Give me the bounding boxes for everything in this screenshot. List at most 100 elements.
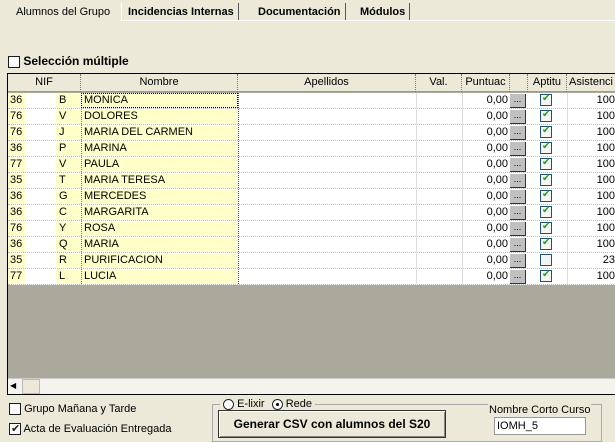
apellidos-cell[interactable] xyxy=(238,237,416,252)
col-nif[interactable]: NIF xyxy=(8,74,81,92)
nombre-cell[interactable]: MARIA DEL CARMEN xyxy=(81,125,238,140)
scroll-left-arrow-icon[interactable]: ◀ xyxy=(10,381,17,390)
table-row[interactable]: 36 C MARGARITA 0,00 ... 100 xyxy=(8,205,615,221)
apellidos-cell[interactable] xyxy=(238,157,416,172)
nombre-cell[interactable]: ROSA xyxy=(81,221,238,236)
ellipsis-button[interactable]: ... xyxy=(510,142,526,156)
nombre-cell[interactable]: MARGARITA xyxy=(81,205,238,220)
nif-letter-cell[interactable]: P xyxy=(56,141,81,156)
val-cell[interactable] xyxy=(416,109,462,124)
puntuacion-cell[interactable]: 0,00 xyxy=(462,109,508,124)
nif-cell[interactable]: 76 xyxy=(8,221,25,236)
val-cell[interactable] xyxy=(416,157,462,172)
asistencia-cell[interactable]: 23 xyxy=(567,253,615,268)
table-row[interactable]: 76 V DOLORES 0,00 ... 100 xyxy=(8,109,615,125)
col-puntuac[interactable]: Puntuac xyxy=(462,74,510,92)
aptitud-checked-icon[interactable] xyxy=(540,173,552,186)
apellidos-cell[interactable] xyxy=(238,221,416,236)
nombre-corto-input[interactable]: IOMH_5 xyxy=(494,417,586,435)
nif-cell[interactable]: 35 xyxy=(8,253,25,268)
puntuacion-cell[interactable]: 0,00 xyxy=(462,157,508,172)
aptitud-checked-icon[interactable] xyxy=(540,205,552,218)
nif-cell[interactable]: 36 xyxy=(8,93,25,108)
puntuacion-cell[interactable]: 0,00 xyxy=(462,269,508,284)
val-cell[interactable] xyxy=(416,173,462,188)
nif-letter-cell[interactable]: Y xyxy=(56,221,81,236)
puntuacion-cell[interactable]: 0,00 xyxy=(462,173,508,188)
seleccion-multiple-checkbox[interactable]: Selección múltiple xyxy=(8,54,129,68)
puntuacion-cell[interactable]: 0,00 xyxy=(462,189,508,204)
table-row[interactable]: 77 V PAULA 0,00 ... 100 xyxy=(8,157,615,173)
col-asistencia[interactable]: Asistenci xyxy=(567,74,615,92)
asistencia-cell[interactable]: 100 xyxy=(567,93,615,108)
table-row[interactable]: 35 R PURIFICACION 0,00 ... 23 xyxy=(8,253,615,269)
asistencia-cell[interactable]: 100 xyxy=(567,189,615,204)
aptitud-checked-icon[interactable] xyxy=(540,269,552,282)
asistencia-cell[interactable]: 100 xyxy=(567,109,615,124)
apellidos-cell[interactable] xyxy=(238,269,416,284)
asistencia-cell[interactable]: 100 xyxy=(567,205,615,220)
val-cell[interactable] xyxy=(416,125,462,140)
val-cell[interactable] xyxy=(416,141,462,156)
asistencia-cell[interactable]: 100 xyxy=(567,237,615,252)
asistencia-cell[interactable]: 100 xyxy=(567,173,615,188)
nif-letter-cell[interactable]: Q xyxy=(56,237,81,252)
nif-cell[interactable]: 76 xyxy=(8,125,25,140)
aptitud-checked-icon[interactable] xyxy=(540,237,552,250)
table-row[interactable]: 36 Q MARIA 0,00 ... 100 xyxy=(8,237,615,253)
aptitud-checked-icon[interactable] xyxy=(540,141,552,154)
nif-cell[interactable]: 77 xyxy=(8,269,25,284)
val-cell[interactable] xyxy=(416,205,462,220)
puntuacion-cell[interactable]: 0,00 xyxy=(462,237,508,252)
nif-cell[interactable]: 36 xyxy=(8,189,25,204)
val-cell[interactable] xyxy=(416,253,462,268)
apellidos-cell[interactable] xyxy=(238,205,416,220)
apellidos-cell[interactable] xyxy=(238,93,416,108)
nombre-cell[interactable]: MONICA xyxy=(81,93,238,108)
nif-letter-cell[interactable]: R xyxy=(56,253,81,268)
ellipsis-button[interactable]: ... xyxy=(510,158,526,172)
puntuacion-cell[interactable]: 0,00 xyxy=(462,205,508,220)
nif-cell[interactable]: 36 xyxy=(8,237,25,252)
table-row[interactable]: 76 Y ROSA 0,00 ... 100 xyxy=(8,221,615,237)
val-cell[interactable] xyxy=(416,221,462,236)
ellipsis-button[interactable]: ... xyxy=(510,110,526,124)
puntuacion-cell[interactable]: 0,00 xyxy=(462,141,508,156)
tab-modulos[interactable]: Módulos xyxy=(356,3,411,21)
scroll-thumb[interactable] xyxy=(22,379,40,394)
nif-letter-cell[interactable]: V xyxy=(56,157,81,172)
nombre-cell[interactable]: PURIFICACION xyxy=(81,253,238,268)
table-row[interactable]: 77 L LUCIA 0,00 ... 100 xyxy=(8,269,615,285)
asistencia-cell[interactable]: 100 xyxy=(567,125,615,140)
ellipsis-button[interactable]: ... xyxy=(510,174,526,188)
nif-letter-cell[interactable]: B xyxy=(56,93,81,108)
nombre-cell[interactable]: DOLORES xyxy=(81,109,238,124)
nombre-cell[interactable]: MARIA xyxy=(81,237,238,252)
nif-cell[interactable]: 35 xyxy=(8,173,25,188)
val-cell[interactable] xyxy=(416,93,462,108)
table-row[interactable]: 76 J MARIA DEL CARMEN 0,00 ... 100 xyxy=(8,125,615,141)
asistencia-cell[interactable]: 100 xyxy=(567,269,615,284)
val-cell[interactable] xyxy=(416,269,462,284)
nombre-cell[interactable]: LUCIA xyxy=(81,269,238,284)
puntuacion-cell[interactable]: 0,00 xyxy=(462,253,508,268)
horizontal-scrollbar[interactable]: ◀ xyxy=(8,378,615,394)
apellidos-cell[interactable] xyxy=(238,109,416,124)
col-apellidos[interactable]: Apellidos xyxy=(238,74,416,92)
apellidos-cell[interactable] xyxy=(238,125,416,140)
aptitud-checked-icon[interactable] xyxy=(540,189,552,202)
nif-cell[interactable]: 36 xyxy=(8,141,25,156)
col-nombre[interactable]: Nombre xyxy=(81,74,238,92)
apellidos-cell[interactable] xyxy=(238,189,416,204)
ellipsis-button[interactable]: ... xyxy=(510,270,526,284)
aptitud-checked-icon[interactable] xyxy=(540,157,552,170)
tab-alumnos-del-grupo[interactable]: Alumnos del Grupo xyxy=(12,3,122,21)
tab-documentacion[interactable]: Documentación xyxy=(254,3,346,21)
nombre-cell[interactable]: PAULA xyxy=(81,157,238,172)
ellipsis-button[interactable]: ... xyxy=(510,190,526,204)
nombre-cell[interactable]: MERCEDES xyxy=(81,189,238,204)
apellidos-cell[interactable] xyxy=(238,141,416,156)
apellidos-cell[interactable] xyxy=(238,173,416,188)
puntuacion-cell[interactable]: 0,00 xyxy=(462,221,508,236)
ellipsis-button[interactable]: ... xyxy=(510,94,526,108)
